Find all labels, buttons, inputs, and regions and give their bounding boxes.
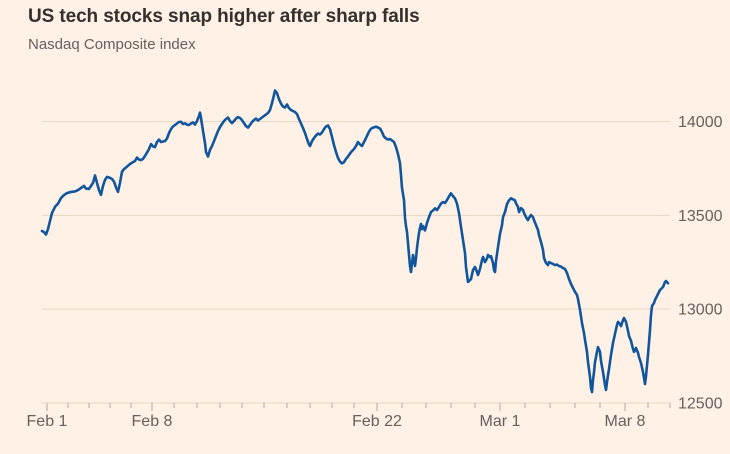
x-axis-label: Feb 1 [27,413,68,430]
x-axis-label: Feb 8 [132,413,173,430]
y-axis-label: 14000 [678,114,723,131]
x-axis-label: Mar 1 [480,413,521,430]
y-axis-label: 13500 [678,208,723,225]
y-axis-label: 13000 [678,302,723,319]
chart-title: US tech stocks snap higher after sharp f… [28,6,420,27]
x-axis-label: Feb 22 [352,413,402,430]
y-axis-label: 12500 [678,395,723,412]
chart-subtitle: Nasdaq Composite index [28,36,196,53]
price-line [40,89,670,394]
x-axis-label: Mar 8 [605,413,646,430]
